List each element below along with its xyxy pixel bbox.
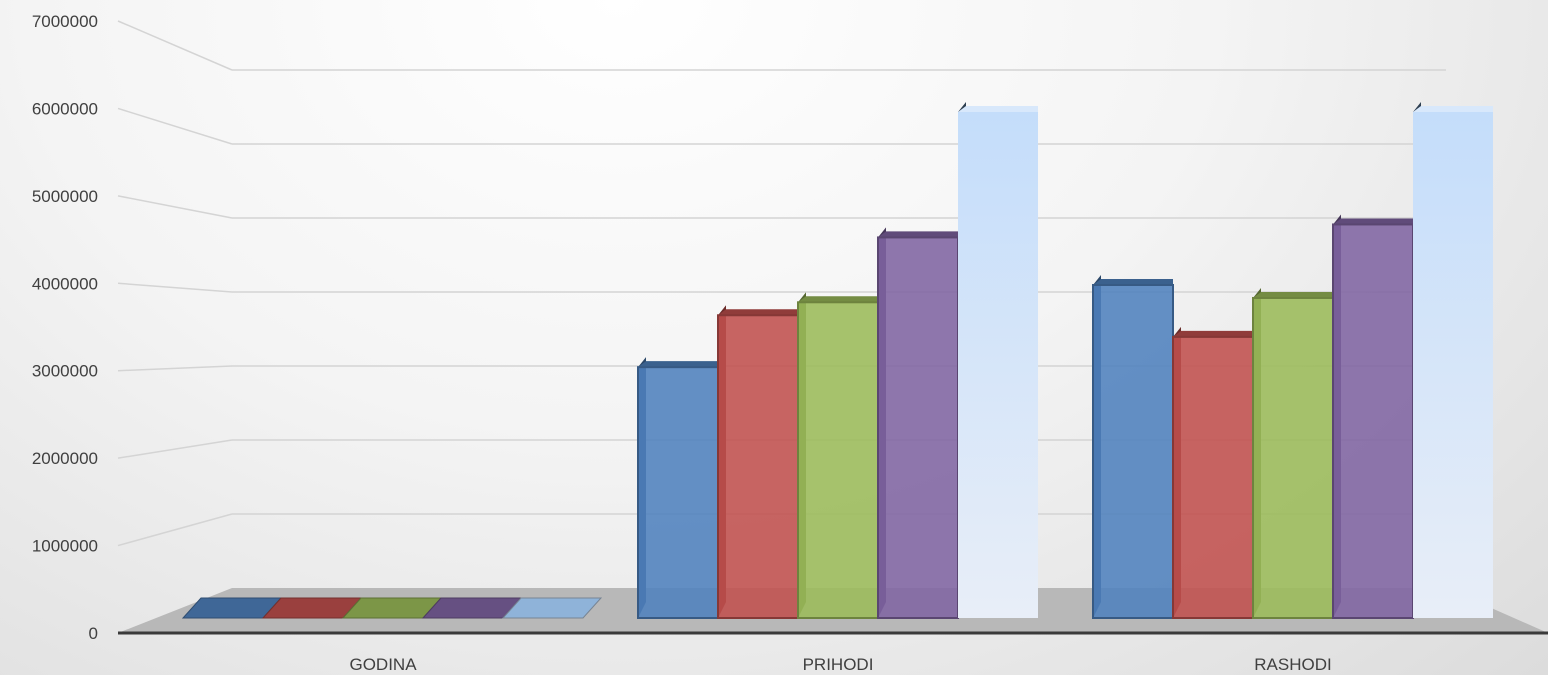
bar [717,314,799,619]
bar [958,112,1038,618]
gridline-side [117,107,233,145]
gridline-side [117,282,233,293]
bar-top [1413,106,1493,112]
y-tick-label: 1000000 [32,537,98,556]
bar [877,236,959,620]
gridline-side [117,513,233,547]
bar-top [638,361,718,368]
y-tick-label: 0 [89,624,98,643]
bar [1252,296,1334,619]
bar-top [958,106,1038,112]
gridline-side [117,439,233,459]
gridline-side [117,365,233,372]
y-tick-label: 4000000 [32,274,98,293]
y-tick-label: 2000000 [32,449,98,468]
x-tick-label: RASHODI [1254,655,1331,674]
y-tick-label: 3000000 [32,362,98,381]
y-tick-label: 7000000 [32,12,98,31]
y-tick-label: 6000000 [32,99,98,118]
bar [637,366,719,619]
x-tick-label: GODINA [349,655,417,674]
bar [1172,335,1254,619]
bar [1332,223,1414,619]
bar-top [1333,218,1413,225]
bar-top [1093,278,1173,285]
bar-top [1173,330,1253,337]
bar [501,597,603,619]
bars [181,102,1493,620]
y-tick-label: 5000000 [32,187,98,206]
x-axis-ticks: GODINA PRIHODI RASHODI [349,655,1331,674]
x-tick-label: PRIHODI [803,655,874,674]
bar [797,301,879,619]
bar-top [798,296,878,303]
bar-top [1253,291,1333,298]
y-axis-ticks: 0 1000000 2000000 3000000 4000000 5000000 6000… [32,12,98,643]
bar [1413,112,1493,618]
gridline-side [117,195,233,219]
gridline-side [117,20,233,71]
bar [1092,283,1174,619]
bar-top [878,231,958,238]
bar-top [718,309,798,316]
